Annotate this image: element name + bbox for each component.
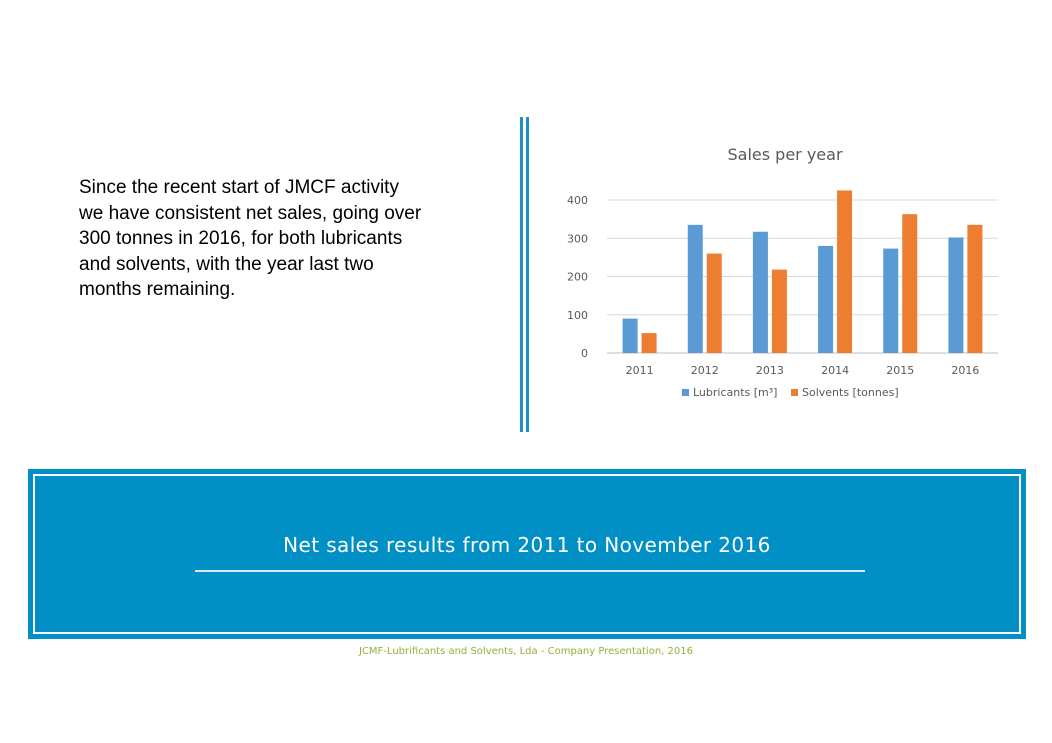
bar-lubricants-2011 [622, 318, 638, 353]
banner-title: Net sales results from 2011 to November … [283, 533, 771, 557]
vertical-divider-right [526, 117, 529, 432]
y-tick-label: 100 [567, 309, 588, 322]
bar-solvents-2016 [967, 224, 983, 353]
x-tick-label: 2015 [886, 364, 914, 377]
bar-solvents-2015 [902, 214, 918, 353]
vertical-divider-left [520, 117, 523, 432]
chart-gridlines [607, 199, 998, 354]
x-tick-label: 2011 [626, 364, 654, 377]
y-tick-label: 400 [567, 194, 588, 207]
chart-bars [622, 190, 983, 353]
chart-x-axis: 2011 2012 2013 2014 2015 2016 [626, 364, 980, 377]
intro-paragraph: Since the recent start of JMCF activity … [79, 177, 422, 300]
summary-banner: Net sales results from 2011 to November … [28, 469, 1026, 639]
bar-solvents-2012 [706, 253, 722, 353]
bar-lubricants-2016 [948, 237, 964, 353]
bar-solvents-2011 [641, 333, 657, 353]
bar-solvents-2014 [837, 190, 853, 353]
bar-lubricants-2015 [883, 248, 899, 353]
legend-swatch-solvents [791, 389, 798, 396]
bar-lubricants-2013 [752, 231, 768, 353]
chart-y-axis: 0 100 200 300 400 [567, 194, 588, 360]
bar-solvents-2013 [771, 269, 787, 353]
x-tick-label: 2014 [821, 364, 849, 377]
x-tick-label: 2016 [951, 364, 979, 377]
legend-swatch-lubricants [682, 389, 689, 396]
chart-title: Sales per year [727, 145, 842, 164]
legend-label-solvents: Solvents [tonnes] [802, 386, 899, 399]
chart-legend: Lubricants [m³] Solvents [tonnes] [682, 386, 899, 399]
y-tick-label: 300 [567, 232, 588, 245]
banner-underline [195, 570, 865, 572]
bar-lubricants-2014 [818, 245, 834, 353]
footer-caption: JCMF-Lubrificants and Solvents, Lda - Co… [359, 646, 693, 657]
legend-label-lubricants: Lubricants [m³] [693, 386, 777, 399]
y-tick-label: 0 [581, 347, 588, 360]
y-tick-label: 200 [567, 271, 588, 284]
bar-lubricants-2012 [687, 224, 703, 353]
banner-inner-frame: Net sales results from 2011 to November … [33, 474, 1021, 634]
x-tick-label: 2013 [756, 364, 784, 377]
x-tick-label: 2012 [691, 364, 719, 377]
